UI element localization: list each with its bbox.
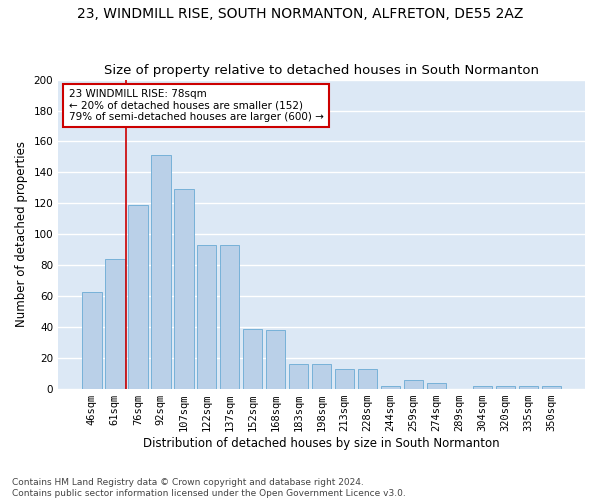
Text: 23 WINDMILL RISE: 78sqm
← 20% of detached houses are smaller (152)
79% of semi-d: 23 WINDMILL RISE: 78sqm ← 20% of detache… <box>69 89 323 122</box>
Bar <box>151 156 170 389</box>
Bar <box>105 259 125 389</box>
Bar <box>473 386 492 389</box>
Bar <box>427 383 446 389</box>
Bar <box>312 364 331 389</box>
Bar <box>289 364 308 389</box>
X-axis label: Distribution of detached houses by size in South Normanton: Distribution of detached houses by size … <box>143 437 500 450</box>
Bar <box>266 330 286 389</box>
Bar <box>542 386 561 389</box>
Bar <box>174 190 194 389</box>
Bar <box>496 386 515 389</box>
Text: Contains HM Land Registry data © Crown copyright and database right 2024.
Contai: Contains HM Land Registry data © Crown c… <box>12 478 406 498</box>
Bar <box>197 245 217 389</box>
Text: 23, WINDMILL RISE, SOUTH NORMANTON, ALFRETON, DE55 2AZ: 23, WINDMILL RISE, SOUTH NORMANTON, ALFR… <box>77 8 523 22</box>
Bar <box>404 380 423 389</box>
Bar <box>518 386 538 389</box>
Bar <box>243 328 262 389</box>
Title: Size of property relative to detached houses in South Normanton: Size of property relative to detached ho… <box>104 64 539 77</box>
Bar <box>381 386 400 389</box>
Bar <box>358 369 377 389</box>
Bar <box>128 205 148 389</box>
Bar <box>82 292 101 389</box>
Bar <box>335 369 355 389</box>
Y-axis label: Number of detached properties: Number of detached properties <box>15 142 28 328</box>
Bar <box>220 245 239 389</box>
